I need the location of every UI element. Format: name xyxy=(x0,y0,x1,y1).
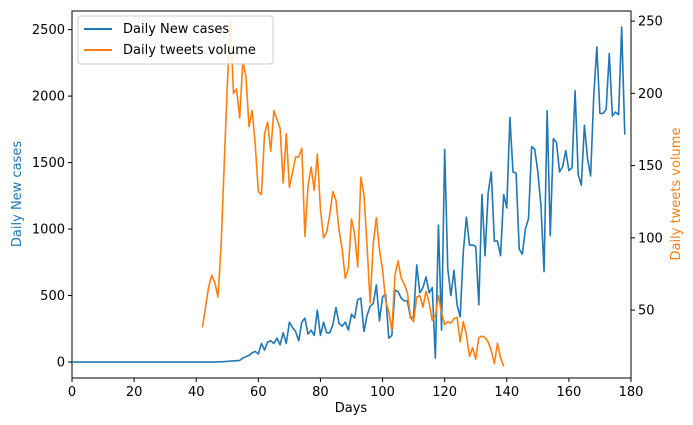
x-tick-label: 0 xyxy=(68,385,76,400)
x-tick-label: 40 xyxy=(188,385,205,400)
x-tick-label: 160 xyxy=(556,385,581,400)
x-axis: 0 20 40 60 80 100 120 140 160 180 xyxy=(68,378,644,400)
x-axis-title: Days xyxy=(335,401,368,416)
y-right-tick-label: 250 xyxy=(638,15,663,30)
legend-tweets-label: Daily tweets volume xyxy=(123,43,256,58)
daily-new-cases-series xyxy=(72,26,626,363)
legend-box xyxy=(77,15,274,65)
y-right-tick-label: 200 xyxy=(638,87,663,102)
legend: Daily New cases Daily tweets volume xyxy=(77,15,274,65)
y-axis-right-title: Daily tweets volume xyxy=(669,128,684,261)
legend-cases-label: Daily New cases xyxy=(123,22,229,37)
y-left-tick-label: 0 xyxy=(57,356,65,371)
y-right-tick-label: 150 xyxy=(638,159,663,174)
daily-new-cases-line xyxy=(72,26,626,363)
x-tick-label: 120 xyxy=(432,385,457,400)
y-left-tick-label: 2500 xyxy=(32,23,65,38)
x-tick-label: 100 xyxy=(370,385,395,400)
x-tick-label: 140 xyxy=(494,385,519,400)
y-right-tick-label: 100 xyxy=(638,231,663,246)
y-right-tick-label: 50 xyxy=(638,304,655,319)
x-tick-label: 180 xyxy=(619,385,644,400)
x-tick-label: 20 xyxy=(126,385,143,400)
y-axis-left-title: Daily New cases xyxy=(10,141,25,247)
plot-frame xyxy=(71,10,632,379)
y-left-tick-label: 2000 xyxy=(32,90,65,105)
y-axis-left: 0 500 1000 1500 2000 2500 xyxy=(32,23,72,371)
y-axis-right: 50 100 150 200 250 xyxy=(631,15,663,319)
x-tick-label: 60 xyxy=(250,385,267,400)
daily-tweets-volume-line xyxy=(201,20,505,367)
y-left-tick-label: 1500 xyxy=(32,156,65,171)
y-left-tick-label: 1000 xyxy=(32,223,65,238)
y-left-tick-label: 500 xyxy=(40,289,65,304)
daily-tweets-volume-series xyxy=(201,20,505,367)
x-tick-label: 80 xyxy=(312,385,329,400)
